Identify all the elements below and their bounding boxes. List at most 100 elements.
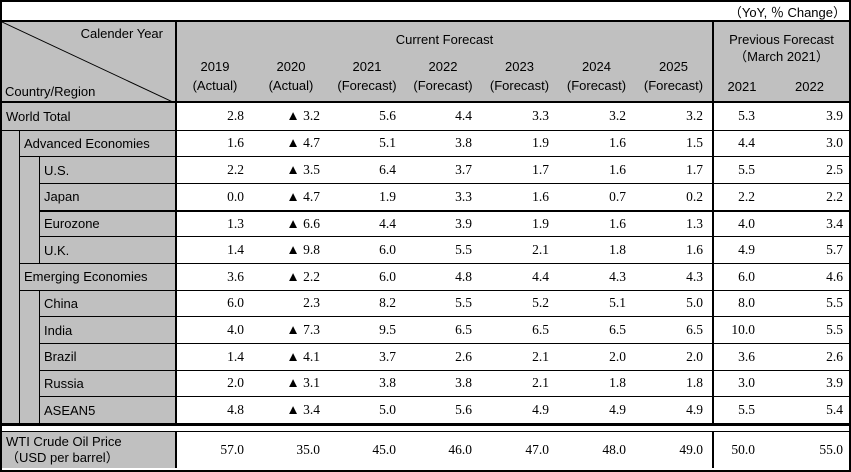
value-cell: 5.0 xyxy=(635,289,712,317)
value-cell: 6.5 xyxy=(558,316,635,343)
value-cell: 4.9 xyxy=(481,396,558,423)
column-kind: (Forecast) xyxy=(566,78,627,93)
country-region-label: Country/Region xyxy=(5,84,96,99)
value-cell: 2.0 xyxy=(635,342,712,370)
corner-cell: Calender Year Country/Region xyxy=(2,22,177,103)
value-cell: 1.8 xyxy=(635,369,712,397)
value-cell: 5.0 xyxy=(329,396,405,423)
value-cell: 6.0 xyxy=(329,262,405,290)
column-year: 2025 xyxy=(659,59,688,74)
value-cell: 3.0 xyxy=(712,369,770,397)
value-cell: 4.4 xyxy=(455,108,472,124)
value-cell: 2.2 xyxy=(712,182,770,210)
value-cell: 4.8 xyxy=(177,396,253,423)
column-year: 2022 xyxy=(428,59,458,74)
value-cell: 3.8 xyxy=(405,369,481,397)
row-label: Japan xyxy=(40,182,177,210)
value-cell: ▲ 3.5 xyxy=(253,156,329,183)
row-label: Eurozone xyxy=(40,209,177,237)
value-cell: 1.3 xyxy=(635,209,712,237)
column-header-2022: 2022 (Forecast) xyxy=(405,56,481,103)
value-cell: 4.6 xyxy=(770,262,849,290)
value-cell: 1.9 xyxy=(329,182,405,210)
value-cell: ▲ 2.2 xyxy=(253,262,329,290)
row-label: Emerging Economies xyxy=(20,262,177,290)
value-cell: 3.6 xyxy=(712,342,770,370)
value-cell: 4.4 xyxy=(329,209,405,237)
value-cell: 3.9 xyxy=(770,369,849,397)
value-cell: 3.9 xyxy=(826,108,843,124)
value-cell: ▲ 3.4 xyxy=(253,396,329,423)
value-cell: 5.6 xyxy=(379,108,396,124)
value-cell: 1.6 xyxy=(481,182,558,210)
value-cell: 4.0 xyxy=(712,209,770,237)
value-cell: 1.9 xyxy=(481,129,558,157)
value-cell: 5.3 xyxy=(712,103,770,130)
value-cell: 1.9 xyxy=(481,209,558,237)
value-cell: 3.2 xyxy=(609,108,626,124)
value-cell: ▲ 4.7 xyxy=(253,182,329,210)
value-cell: 3.8 xyxy=(329,369,405,397)
value-cell: 6.5 xyxy=(635,316,712,343)
value-cell: 5.2 xyxy=(481,289,558,317)
value-cell: 8.0 xyxy=(712,289,770,317)
value-cell: 8.2 xyxy=(329,289,405,317)
column-kind: (Actual) xyxy=(192,78,238,93)
row-label: Russia xyxy=(40,369,177,397)
prev-column-header-2022: 2022 xyxy=(795,79,824,94)
value-cell: 1.4 xyxy=(177,342,253,370)
value-cell: 3.8 xyxy=(405,129,481,157)
value-cell: 5.6 xyxy=(405,396,481,423)
value-cell: 4.9 xyxy=(558,396,635,423)
value-cell: 4.3 xyxy=(558,262,635,290)
value-cell: 1.6 xyxy=(177,129,253,157)
value-cell: 4.3 xyxy=(635,262,712,290)
value-cell: ▲ 3.1 xyxy=(253,369,329,397)
value-cell: 1.7 xyxy=(481,156,558,183)
indent-strip-emerging xyxy=(20,289,40,423)
column-kind: (Forecast) xyxy=(337,78,397,93)
value-cell: 5.7 xyxy=(770,236,849,263)
value-cell: 5.1 xyxy=(329,129,405,157)
column-year: 2019 xyxy=(200,59,230,74)
indent-strip-advanced xyxy=(20,156,40,263)
wti-row: WTI Crude Oil Price （USD per barrel） 57.… xyxy=(2,431,849,468)
value-cell: 1.5 xyxy=(635,129,712,157)
value-cell: ▲ 7.3 xyxy=(253,316,329,343)
double-line-separator xyxy=(2,426,849,431)
value-cell: 2.6 xyxy=(405,342,481,370)
value-cell: 2.1 xyxy=(481,236,558,263)
previous-forecast-years: 2021 2022 xyxy=(714,70,849,103)
value-cell: 3.3 xyxy=(405,182,481,210)
value-cell: 5.5 xyxy=(770,316,849,343)
value-cell: 2.5 xyxy=(770,156,849,183)
previous-forecast-title: Previous Forecast xyxy=(729,32,834,47)
value-cell: 2.8 xyxy=(227,108,244,124)
value-cell: 3.6 xyxy=(177,262,253,290)
wti-value-cell: 45.0 xyxy=(372,442,396,457)
column-year: 2021 xyxy=(352,59,382,74)
wti-value-cell: 49.0 xyxy=(679,442,703,457)
prev-column-header-2021: 2021 xyxy=(727,79,757,94)
value-cell: 6.0 xyxy=(329,236,405,263)
row-label: India xyxy=(40,316,177,343)
value-cell: 6.0 xyxy=(177,289,253,317)
value-cell: 4.9 xyxy=(712,236,770,263)
unit-note: （YoY, ％ Change） xyxy=(728,4,846,20)
indent-strip-outer xyxy=(2,129,20,423)
value-cell: 4.8 xyxy=(405,262,481,290)
value-cell: 2.2 xyxy=(770,182,849,210)
value-cell: 0.0 xyxy=(177,182,253,210)
value-cell: 1.6 xyxy=(635,236,712,263)
wti-value-cell: 48.0 xyxy=(602,442,626,457)
value-cell: 5.5 xyxy=(712,156,770,183)
value-cell: 1.3 xyxy=(177,209,253,237)
column-header-2025: 2025 (Forecast) xyxy=(635,56,712,103)
value-cell: 5.5 xyxy=(405,236,481,263)
value-cell: 1.6 xyxy=(558,129,635,157)
value-cell: 0.2 xyxy=(635,182,712,210)
value-cell: 5.4 xyxy=(770,396,849,423)
wti-label: WTI Crude Oil Price （USD per barrel） xyxy=(2,432,177,468)
previous-forecast-label: Previous Forecast （March 2021） xyxy=(714,22,849,70)
column-header-2021: 2021 (Forecast) xyxy=(329,56,405,103)
